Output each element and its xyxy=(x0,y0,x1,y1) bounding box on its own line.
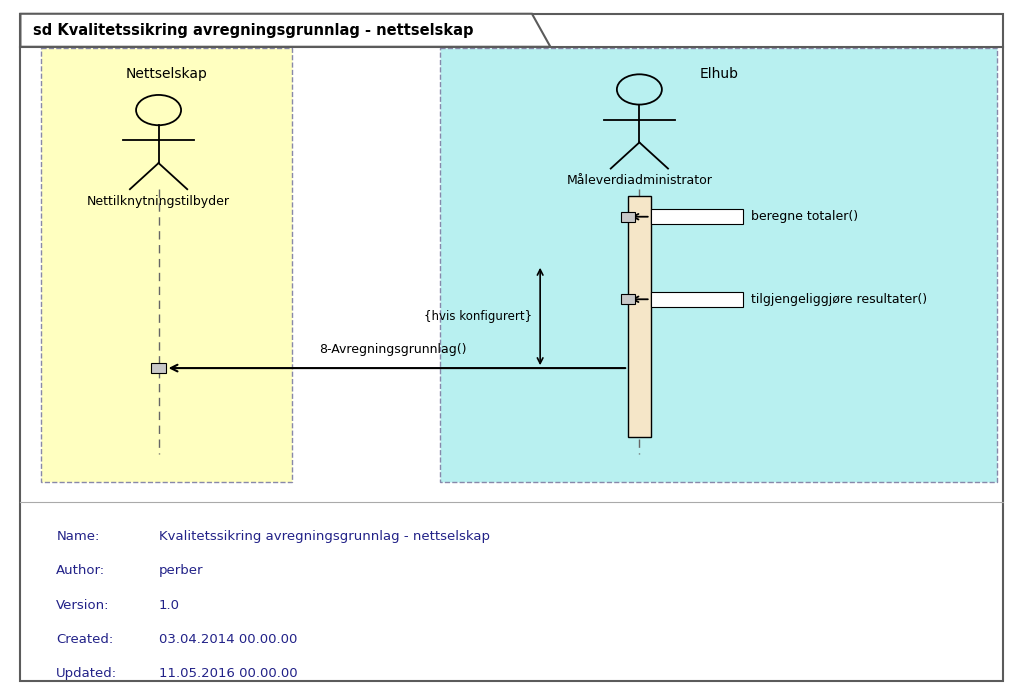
Text: 1.0: 1.0 xyxy=(159,599,180,612)
Text: Name:: Name: xyxy=(56,530,99,543)
Text: {hvis konfigurert}: {hvis konfigurert} xyxy=(424,310,532,323)
Text: Updated:: Updated: xyxy=(56,667,118,680)
Text: sd Kvalitetssikring avregningsgrunnlag - nettselskap: sd Kvalitetssikring avregningsgrunnlag -… xyxy=(33,23,474,38)
Text: Nettilknytningstilbyder: Nettilknytningstilbyder xyxy=(87,195,230,208)
FancyBboxPatch shape xyxy=(440,48,997,482)
Text: perber: perber xyxy=(159,564,203,577)
FancyBboxPatch shape xyxy=(151,363,166,373)
FancyBboxPatch shape xyxy=(41,48,292,482)
FancyBboxPatch shape xyxy=(20,14,1003,681)
Text: beregne totaler(): beregne totaler() xyxy=(751,211,858,223)
Text: Author:: Author: xyxy=(56,564,105,577)
FancyBboxPatch shape xyxy=(628,196,651,437)
Text: Måleverdiadministrator: Måleverdiadministrator xyxy=(567,174,712,187)
Text: tilgjengeliggjøre resultater(): tilgjengeliggjøre resultater() xyxy=(751,293,927,305)
Text: 11.05.2016 00.00.00: 11.05.2016 00.00.00 xyxy=(159,667,298,680)
FancyBboxPatch shape xyxy=(621,212,635,222)
Text: Created:: Created: xyxy=(56,633,114,646)
FancyBboxPatch shape xyxy=(651,292,743,307)
Polygon shape xyxy=(20,14,550,47)
Text: 8-Avregningsgrunnlag(): 8-Avregningsgrunnlag() xyxy=(319,343,468,356)
FancyBboxPatch shape xyxy=(651,209,743,224)
Text: Kvalitetssikring avregningsgrunnlag - nettselskap: Kvalitetssikring avregningsgrunnlag - ne… xyxy=(159,530,490,543)
Text: Elhub: Elhub xyxy=(699,67,739,81)
Text: Nettselskap: Nettselskap xyxy=(125,67,208,81)
Text: Version:: Version: xyxy=(56,599,109,612)
Text: 03.04.2014 00.00.00: 03.04.2014 00.00.00 xyxy=(159,633,297,646)
FancyBboxPatch shape xyxy=(621,294,635,304)
